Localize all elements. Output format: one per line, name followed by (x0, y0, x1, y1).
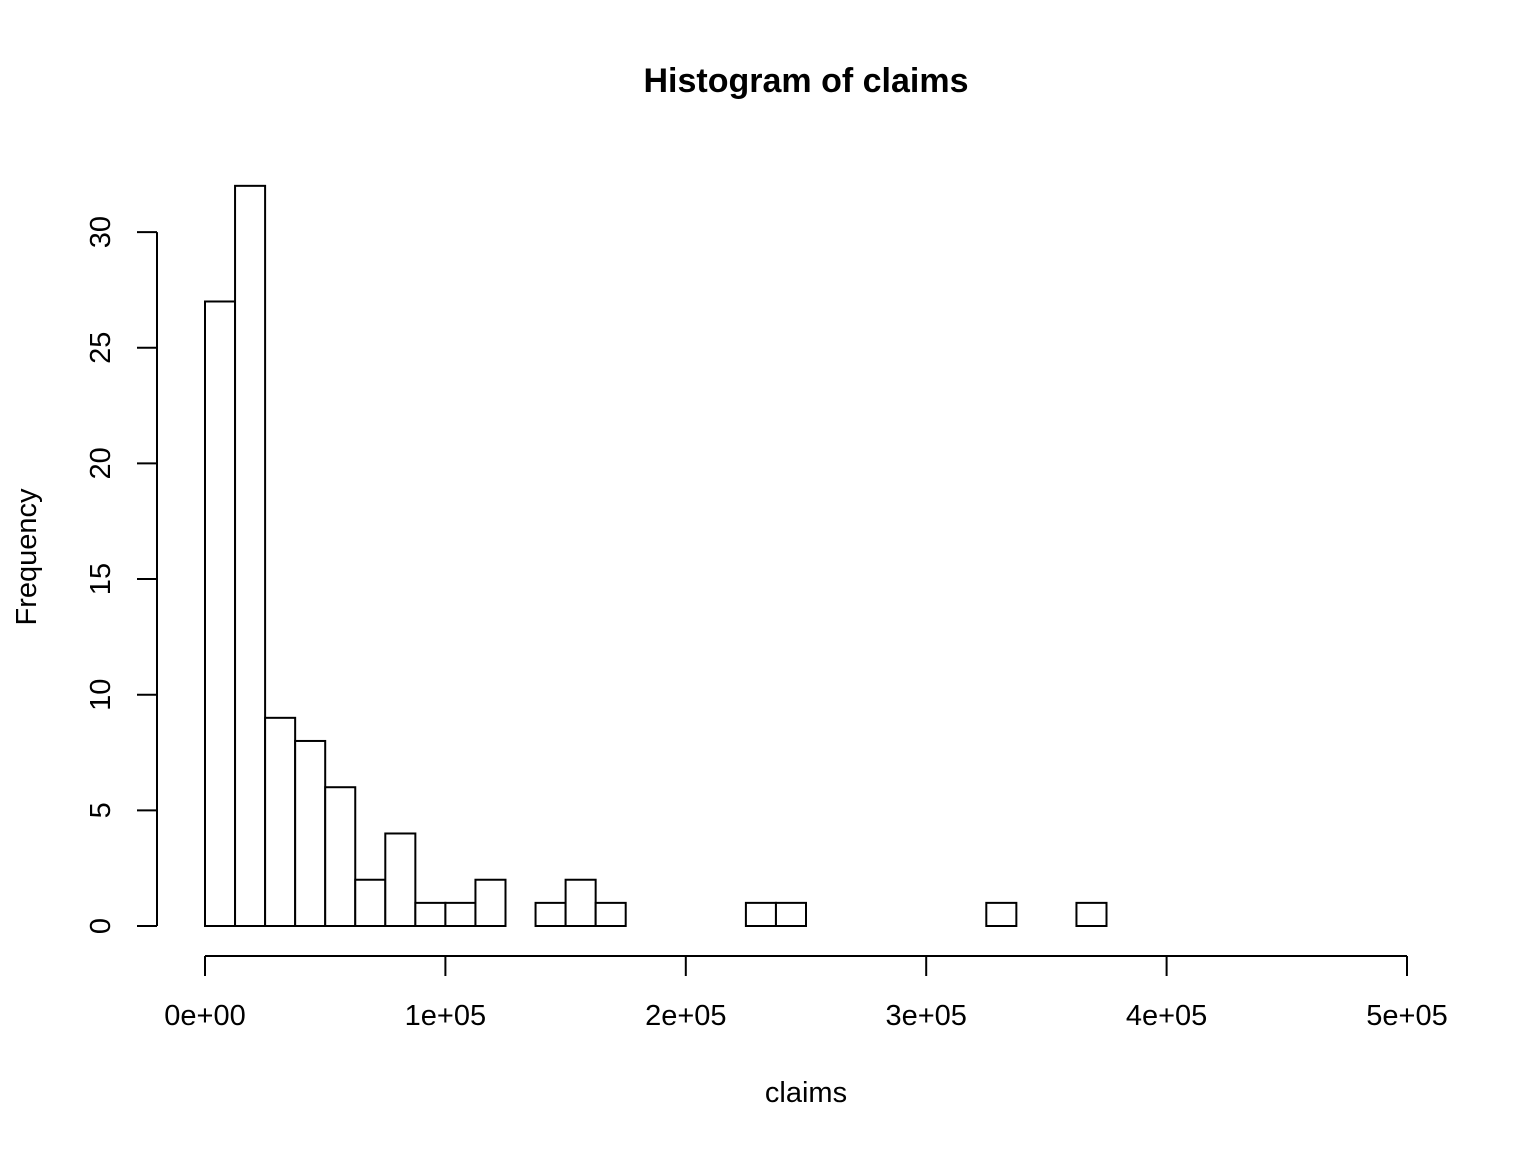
histogram-bar-2 (264, 716, 297, 928)
y-tick-label-2: 10 (85, 679, 117, 711)
histogram-bar-29 (1075, 901, 1108, 927)
y-axis: 0 5 10 15 20 25 30 (85, 216, 158, 934)
x-axis-label: claims (765, 1077, 847, 1109)
histogram-bar-8 (444, 901, 477, 927)
y-tick-label-4: 20 (85, 447, 117, 479)
chart-title: Histogram of claims (644, 62, 969, 100)
x-axis: 0e+00 1e+05 2e+05 3e+05 4e+05 5e+05 (164, 955, 1448, 1032)
histogram-bar-0 (204, 300, 237, 927)
histogram-bar-19 (774, 901, 808, 927)
x-tick-label-4: 4e+05 (1126, 1000, 1207, 1032)
y-tick-label-3: 15 (85, 563, 117, 595)
histogram-bar-26 (985, 901, 1018, 927)
histogram-bar-12 (564, 878, 597, 927)
bars-group (204, 184, 1108, 928)
histogram-bar-3 (294, 739, 327, 928)
histogram-bar-9 (474, 878, 507, 927)
histogram-bar-1 (234, 184, 267, 927)
y-tick-label-1: 5 (85, 802, 117, 818)
histogram-bar-11 (534, 901, 567, 927)
x-tick-label-1: 1e+05 (405, 1000, 486, 1032)
x-tick-label-0: 0e+00 (164, 1000, 245, 1032)
y-axis-label: Frequency (11, 488, 43, 626)
histogram-bar-4 (324, 786, 357, 927)
x-tick-label-5: 5e+05 (1366, 1000, 1447, 1032)
histogram-bar-18 (744, 901, 777, 927)
x-tick-label-2: 2e+05 (645, 1000, 726, 1032)
y-tick-label-0: 0 (85, 918, 117, 934)
y-tick-label-6: 30 (85, 216, 117, 248)
y-tick-label-5: 25 (85, 332, 117, 364)
histogram-bar-13 (594, 901, 627, 927)
histogram-bar-7 (414, 901, 447, 927)
histogram-bar-6 (384, 832, 417, 927)
histogram-bar-5 (354, 878, 387, 927)
x-tick-label-3: 3e+05 (885, 1000, 966, 1032)
